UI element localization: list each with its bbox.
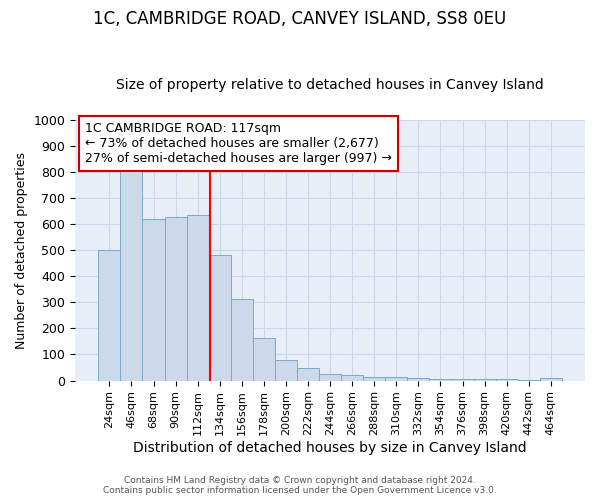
Bar [209,256,231,380]
Bar [540,378,562,380]
Y-axis label: Number of detached properties: Number of detached properties [15,152,28,348]
Bar [142,219,164,380]
Bar [451,379,473,380]
Text: 1C, CAMBRIDGE ROAD, CANVEY ISLAND, SS8 0EU: 1C, CAMBRIDGE ROAD, CANVEY ISLAND, SS8 0… [94,10,506,28]
Bar [341,375,363,380]
Bar [385,377,407,380]
Bar [363,376,385,380]
Bar [473,379,496,380]
Bar [98,250,121,380]
Bar [297,368,319,380]
Text: Contains HM Land Registry data © Crown copyright and database right 2024.
Contai: Contains HM Land Registry data © Crown c… [103,476,497,495]
Bar [275,360,297,380]
Bar [319,374,341,380]
Title: Size of property relative to detached houses in Canvey Island: Size of property relative to detached ho… [116,78,544,92]
Bar [164,218,187,380]
Bar [121,169,142,380]
Bar [430,378,451,380]
X-axis label: Distribution of detached houses by size in Canvey Island: Distribution of detached houses by size … [133,441,527,455]
Bar [253,338,275,380]
Bar [407,378,430,380]
Bar [231,299,253,380]
Text: 1C CAMBRIDGE ROAD: 117sqm
← 73% of detached houses are smaller (2,677)
27% of se: 1C CAMBRIDGE ROAD: 117sqm ← 73% of detac… [85,122,392,165]
Bar [187,215,209,380]
